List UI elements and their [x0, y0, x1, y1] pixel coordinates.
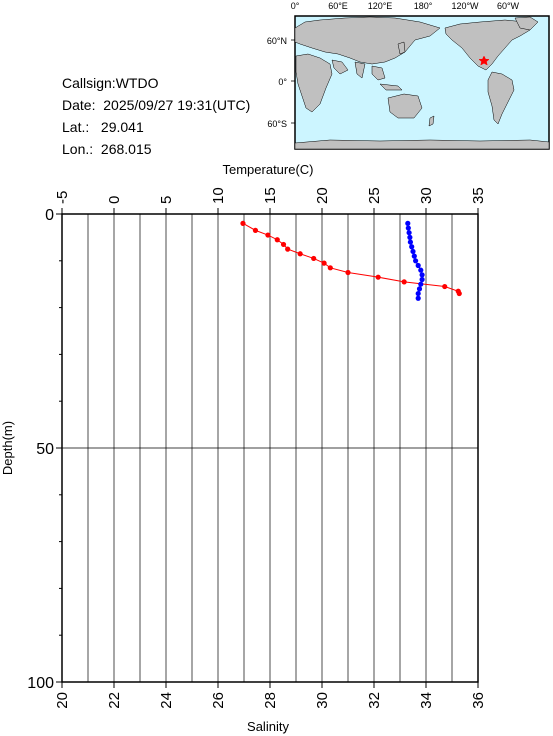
latitude: Lat.: 29.041 — [62, 119, 144, 135]
depth-axis-label: Depth(m) — [0, 421, 15, 475]
map-lat-label: 60°N — [267, 36, 287, 46]
salinity-point — [409, 244, 415, 250]
temperature-tick-label: 15 — [262, 187, 279, 204]
salinity-axis-label: Salinity — [247, 719, 289, 734]
temperature-point — [240, 220, 246, 226]
temperature-tick-label: 5 — [158, 196, 175, 204]
salinity-point — [405, 220, 411, 226]
depth-tick-label: 50 — [36, 441, 54, 458]
salinity-point — [407, 239, 413, 245]
temperature-tick-label: 10 — [210, 187, 227, 204]
observation-date: Date: 2025/09/27 19:31(UTC) — [62, 97, 251, 113]
salinity-point — [413, 258, 419, 264]
salinity-tick-label: 30 — [314, 692, 331, 709]
salinity-point — [415, 262, 421, 269]
salinity-point — [418, 267, 424, 273]
salinity-point — [419, 272, 425, 278]
callsign: Callsign:WTDO — [62, 75, 159, 91]
salinity-point — [415, 290, 421, 297]
salinity-point — [419, 276, 425, 283]
salinity-tick-label: 36 — [470, 692, 487, 709]
temperature-point — [265, 232, 271, 238]
profile-series — [240, 220, 462, 301]
temperature-point — [285, 246, 291, 252]
temperature-tick-label: 20 — [314, 187, 331, 204]
station-marker-icon — [478, 55, 490, 66]
temperature-point — [252, 227, 259, 233]
salinity-point — [411, 253, 417, 259]
salinity-tick-label: 28 — [262, 692, 279, 709]
salinity-point — [406, 230, 412, 236]
salinity-tick-label: 26 — [210, 692, 227, 709]
salinity-point — [407, 234, 413, 240]
world-map: 0° 60°E 120°E 180° 120°W 60°W 60°N 0° 60… — [267, 1, 550, 150]
depth-tick-label: 0 — [45, 207, 54, 224]
temperature-point — [442, 283, 448, 290]
depth-tick-label: 100 — [27, 675, 54, 692]
salinity-point — [416, 286, 423, 292]
salinity-point — [415, 295, 421, 301]
salinity-tick-label: 32 — [366, 692, 383, 709]
salinity-tick-label: 34 — [418, 692, 435, 709]
map-lon-label: 180° — [414, 1, 433, 11]
temperature-point — [375, 274, 381, 280]
longitude: Lon.: 268.015 — [62, 141, 152, 157]
temperature-tick-label: 30 — [418, 187, 435, 204]
salinity-point — [405, 225, 411, 231]
map-land — [294, 16, 550, 150]
temperature-point — [456, 290, 462, 297]
temperature-tick-label: -5 — [54, 191, 71, 204]
temperature-point — [321, 260, 327, 266]
temperature-point — [280, 241, 287, 248]
map-lon-label: 60°W — [497, 1, 520, 11]
salinity-point — [418, 281, 424, 287]
salinity-point — [410, 248, 416, 255]
temperature-point — [311, 255, 317, 262]
station-info: Callsign:WTDO Date: 2025/09/27 19:31(UTC… — [62, 72, 250, 160]
map-lon-label: 120°W — [451, 1, 479, 11]
temperature-point — [274, 237, 280, 243]
salinity-tick-label: 20 — [54, 692, 71, 709]
chart-grid — [62, 214, 478, 682]
salinity-axis: 20 22 24 26 28 30 32 34 36 — [54, 682, 487, 709]
depth-axis: 0 50 100 — [27, 207, 62, 692]
map-lat-label: 0° — [278, 77, 287, 87]
map-lon-label: 60°E — [328, 1, 348, 11]
map-lat-label: 60°S — [267, 119, 287, 129]
temperature-point — [401, 279, 407, 285]
temperature-axis: -5 0 5 10 15 20 25 30 35 — [54, 187, 487, 214]
temperature-tick-label: 25 — [366, 187, 383, 204]
temperature-point — [345, 269, 351, 276]
temperature-line — [242, 222, 460, 294]
map-lon-label: 120°E — [368, 1, 393, 11]
temperature-point — [297, 251, 303, 257]
map-lon-label: 0° — [291, 1, 300, 11]
temperature-axis-label: Temperature(C) — [222, 162, 313, 177]
temperature-tick-label: 0 — [106, 196, 123, 204]
salinity-tick-label: 22 — [106, 692, 123, 709]
temperature-point — [327, 265, 333, 271]
salinity-tick-label: 24 — [158, 692, 175, 709]
temperature-tick-label: 35 — [470, 187, 487, 204]
